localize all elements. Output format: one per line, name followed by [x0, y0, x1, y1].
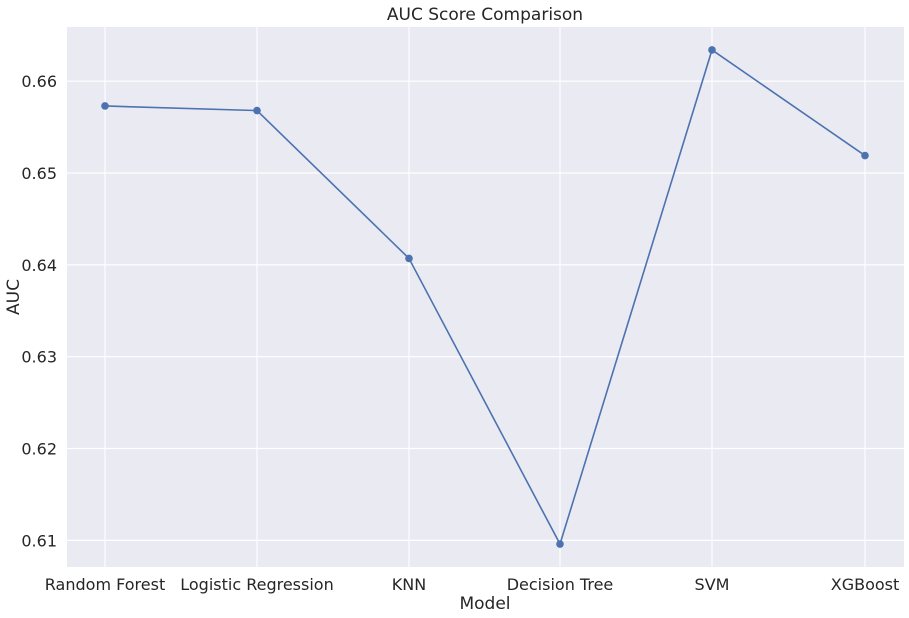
chart-title: AUC Score Comparison: [387, 5, 583, 25]
y-tick-label: 0.62: [21, 440, 57, 459]
x-tick-label: KNN: [392, 575, 426, 594]
x-tick-label: SVM: [695, 575, 730, 594]
x-tick-label: Decision Tree: [507, 575, 614, 594]
data-point: [861, 151, 869, 160]
y-tick-label: 0.61: [21, 531, 57, 550]
data-point: [253, 106, 261, 115]
y-tick-label: 0.65: [21, 164, 57, 183]
y-axis-label: AUC: [4, 279, 24, 315]
grid-lines: [67, 27, 904, 567]
data-point: [556, 540, 564, 548]
data-point: [708, 46, 716, 54]
x-axis-label: Model: [459, 594, 510, 614]
x-tick-label: XGBoost: [831, 575, 900, 594]
data-point: [405, 254, 413, 263]
y-tick-label: 0.66: [21, 72, 57, 91]
y-tick-label: 0.64: [21, 256, 57, 275]
series-layer: [101, 46, 869, 548]
data-point: [101, 102, 109, 110]
x-tick-labels: Random Forest Logistic Regression KNN Decis…: [45, 575, 899, 594]
y-tick-label: 0.63: [21, 348, 57, 367]
x-tick-label: Random Forest: [45, 575, 165, 594]
y-tick-labels: 0.61 0.62 0.63 0.64 0.65 0.66: [21, 72, 57, 550]
plot-background: [67, 27, 904, 567]
series-line: [104, 48, 866, 547]
x-tick-label: Logistic Regression: [180, 575, 333, 594]
